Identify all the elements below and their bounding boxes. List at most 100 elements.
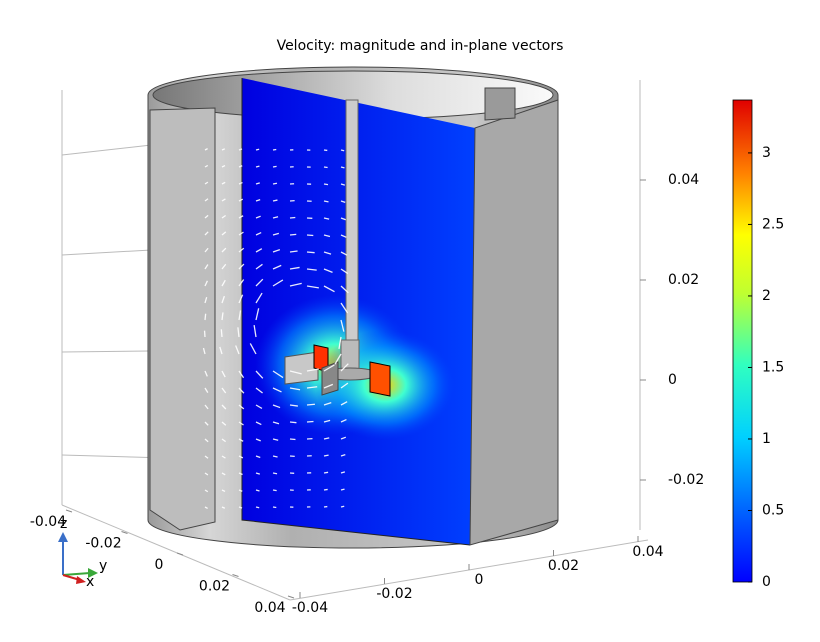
z-tick-label: -0.02 [668, 472, 704, 488]
flow-arrow [204, 296, 208, 304]
x-tick [287, 595, 295, 599]
flow-arrow [255, 489, 260, 492]
flow-arrow [204, 247, 209, 253]
flow-arrow [238, 421, 244, 426]
flow-arrow [323, 383, 334, 389]
flow-arrow [340, 183, 345, 186]
flow-arrow [323, 200, 329, 203]
flow-arrow [340, 234, 347, 238]
flow-arrow [272, 279, 284, 287]
flow-arrow [272, 404, 281, 409]
y-tick-label: 0.02 [548, 558, 579, 574]
flow-arrow [237, 327, 240, 338]
flow-arrow [220, 329, 223, 338]
flow-arrow [272, 264, 282, 270]
y-tick-label: -0.04 [292, 600, 328, 616]
x-tick-label: 0.02 [199, 579, 230, 595]
flow-arrow [340, 488, 345, 491]
flow-arrow [289, 250, 298, 253]
flow-arrow [238, 263, 245, 270]
flow-arrow [272, 216, 279, 219]
flow-arrow [255, 148, 260, 151]
flow-arrow [238, 279, 245, 287]
flow-arrow [255, 278, 264, 287]
y-tick-label: -0.02 [376, 586, 412, 602]
axis-triad: z y x [58, 516, 107, 590]
flow-arrow [204, 264, 209, 270]
flow-arrow [323, 251, 332, 255]
flow-arrow [238, 231, 244, 236]
flow-arrow [323, 217, 330, 220]
flow-arrow [340, 363, 349, 372]
flow-arrow [255, 232, 262, 236]
flow-arrow [340, 285, 349, 294]
x-tick [121, 531, 128, 534]
flow-arrow [238, 148, 243, 151]
flow-arrow [323, 402, 332, 406]
flow-arrow [204, 370, 208, 377]
flow-arrow [255, 308, 260, 321]
tank [147, 66, 559, 549]
flow-arrow [204, 280, 208, 287]
flow-arrow [204, 198, 209, 202]
flow-arrow [289, 233, 297, 236]
flow-arrow [255, 421, 262, 426]
colorbar-tick-label: 1 [762, 431, 771, 447]
flow-arrow [238, 370, 245, 379]
x-tick [232, 574, 239, 577]
flow-arrow [238, 387, 245, 394]
flow-arrow [204, 181, 209, 185]
flow-arrow [323, 234, 331, 238]
flow-arrow [221, 370, 226, 378]
flow-arrow [323, 285, 335, 293]
flow-arrow [340, 418, 347, 423]
flow-arrow [221, 472, 226, 476]
x-tick-label: 0 [155, 557, 164, 573]
flow-arrow [338, 336, 342, 349]
colorbar-tick-label: 2 [762, 288, 771, 304]
flow-arrow [221, 247, 227, 253]
flow-arrow [249, 343, 257, 355]
flow-arrow [221, 455, 226, 459]
flow-arrow [323, 471, 329, 474]
flow-arrow [221, 421, 227, 426]
flow-arrow [340, 382, 349, 389]
flow-arrow [221, 279, 226, 287]
flow-arrow [255, 182, 260, 185]
flow-arrow [255, 165, 260, 168]
flow-arrow [323, 183, 329, 186]
flow-arrow [340, 453, 346, 457]
flow-arrow [238, 472, 243, 476]
flow-arrow [340, 471, 346, 474]
x-tick-label: 0.04 [254, 600, 285, 616]
flow-arrow [204, 313, 207, 321]
flow-arrow [289, 282, 302, 287]
flow-arrow [221, 181, 226, 185]
colorbar-tick-label: 1.5 [762, 359, 784, 375]
flow-arrow [204, 214, 209, 219]
z-tick-label: 0 [668, 372, 677, 388]
colorbar-tick-label: 2.5 [762, 216, 784, 232]
flow-arrow [255, 248, 263, 253]
flow-arrow [340, 251, 348, 256]
flow-arrow [202, 347, 206, 355]
chart-title: Velocity: magnitude and in-plane vectors [277, 38, 564, 54]
flow-arrow [204, 438, 209, 443]
flow-arrow [238, 506, 243, 509]
flow-arrow [272, 438, 279, 441]
flow-arrow [334, 353, 342, 365]
flow-arrow [272, 489, 277, 492]
flow-arrow [255, 404, 263, 410]
flow-arrow [204, 506, 208, 509]
flow-arrow [221, 164, 226, 168]
flow-arrow [340, 166, 345, 169]
flow-arrow [204, 421, 209, 426]
flow-arrow [238, 455, 244, 459]
flow-arrow [221, 148, 226, 151]
flow-arrow [204, 387, 209, 393]
flow-arrow [238, 404, 245, 410]
flow-arrow [255, 438, 261, 442]
x-tick-label: -0.02 [85, 536, 121, 552]
flow-arrow [221, 231, 227, 236]
z-tick-label: 0.02 [668, 272, 699, 288]
